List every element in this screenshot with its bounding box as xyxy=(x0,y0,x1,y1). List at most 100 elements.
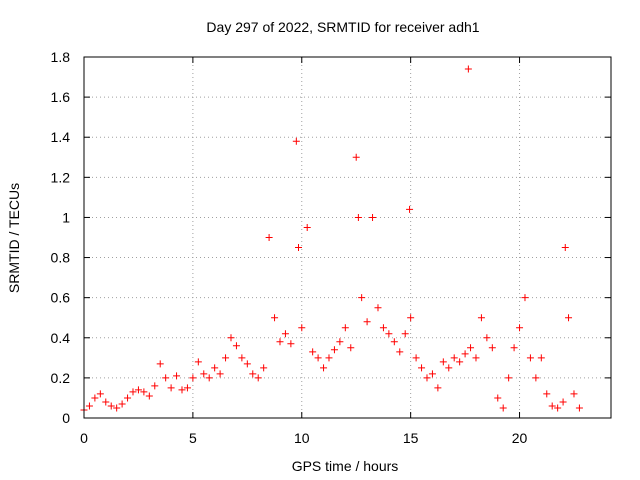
data-point xyxy=(134,386,142,394)
data-point xyxy=(543,390,551,398)
data-point xyxy=(461,350,469,358)
data-point xyxy=(358,294,366,302)
data-point xyxy=(354,213,362,221)
data-point xyxy=(548,402,556,410)
data-point xyxy=(320,364,328,372)
data-point xyxy=(249,370,257,378)
data-point xyxy=(254,374,262,382)
data-point xyxy=(336,338,344,346)
y-tick-label: 1.6 xyxy=(51,89,71,105)
data-point xyxy=(227,334,235,342)
data-point xyxy=(243,360,251,368)
data-point xyxy=(178,386,186,394)
y-tick-label: 1 xyxy=(62,209,70,225)
data-point xyxy=(183,384,191,392)
y-tick-label: 0.4 xyxy=(51,330,71,346)
data-point xyxy=(379,324,387,332)
data-point xyxy=(499,404,507,412)
data-point xyxy=(565,314,573,322)
data-point xyxy=(85,402,93,410)
data-point xyxy=(287,340,295,348)
data-point xyxy=(96,390,104,398)
data-point xyxy=(162,374,170,382)
data-point xyxy=(559,398,567,406)
data-point xyxy=(418,364,426,372)
data-point xyxy=(129,388,137,396)
data-point xyxy=(167,384,175,392)
data-point xyxy=(232,342,240,350)
x-tick-label: 10 xyxy=(294,430,310,446)
data-point xyxy=(156,360,164,368)
data-point xyxy=(385,330,393,338)
y-tick-label: 1.8 xyxy=(51,49,71,65)
data-point xyxy=(211,364,219,372)
data-point xyxy=(151,382,159,390)
data-point xyxy=(347,344,355,352)
data-point xyxy=(464,65,472,73)
data-point xyxy=(124,394,132,402)
data-point xyxy=(401,330,409,338)
data-point xyxy=(295,244,303,252)
grid xyxy=(84,57,611,418)
data-point xyxy=(472,354,480,362)
data-point xyxy=(450,354,458,362)
data-point xyxy=(298,324,306,332)
data-point xyxy=(423,374,431,382)
data-point xyxy=(406,205,414,213)
x-tick-label: 5 xyxy=(189,430,197,446)
data-point xyxy=(276,338,284,346)
data-point xyxy=(521,294,529,302)
y-axis-label: SRMTID / TECUs xyxy=(6,183,22,293)
data-point xyxy=(561,244,569,252)
data-point xyxy=(434,384,442,392)
x-axis-label: GPS time / hours xyxy=(292,458,399,474)
data-point xyxy=(352,153,360,161)
data-point xyxy=(194,358,202,366)
data-point xyxy=(325,354,333,362)
data-point xyxy=(113,404,121,412)
data-point xyxy=(173,372,181,380)
x-tick-label: 0 xyxy=(80,430,88,446)
data-point xyxy=(505,374,513,382)
data-point xyxy=(488,344,496,352)
y-tick-label: 0 xyxy=(62,410,70,426)
data-point xyxy=(510,344,518,352)
data-point xyxy=(205,374,213,382)
data-point xyxy=(428,370,436,378)
data-point xyxy=(477,314,485,322)
data-point xyxy=(107,402,115,410)
data-point xyxy=(102,398,110,406)
data-point xyxy=(189,374,197,382)
data-point xyxy=(456,358,464,366)
data-point xyxy=(439,358,447,366)
y-tick-label: 1.2 xyxy=(51,169,71,185)
data-point xyxy=(570,390,578,398)
data-point xyxy=(494,394,502,402)
x-tick-label: 15 xyxy=(403,430,419,446)
chart-title: Day 297 of 2022, SRMTID for receiver adh… xyxy=(206,19,479,35)
data-point xyxy=(281,330,289,338)
data-point xyxy=(369,213,377,221)
data-point xyxy=(292,137,300,145)
plot-frame xyxy=(83,56,612,419)
data-point xyxy=(407,314,415,322)
data-point xyxy=(341,324,349,332)
data-point xyxy=(330,346,338,354)
data-point xyxy=(532,374,540,382)
data-point xyxy=(314,354,322,362)
data-point xyxy=(271,314,279,322)
data-point xyxy=(216,370,224,378)
data-point xyxy=(526,354,534,362)
data-point xyxy=(554,404,562,412)
data-point xyxy=(575,404,583,412)
data-point xyxy=(238,354,246,362)
data-point xyxy=(222,354,230,362)
data-point xyxy=(140,388,148,396)
data-point xyxy=(200,370,208,378)
data-point xyxy=(91,394,99,402)
data-point xyxy=(265,234,273,241)
data-series-srmtid xyxy=(80,65,583,414)
data-point xyxy=(363,318,371,326)
data-point xyxy=(260,364,268,372)
data-point xyxy=(374,304,382,312)
